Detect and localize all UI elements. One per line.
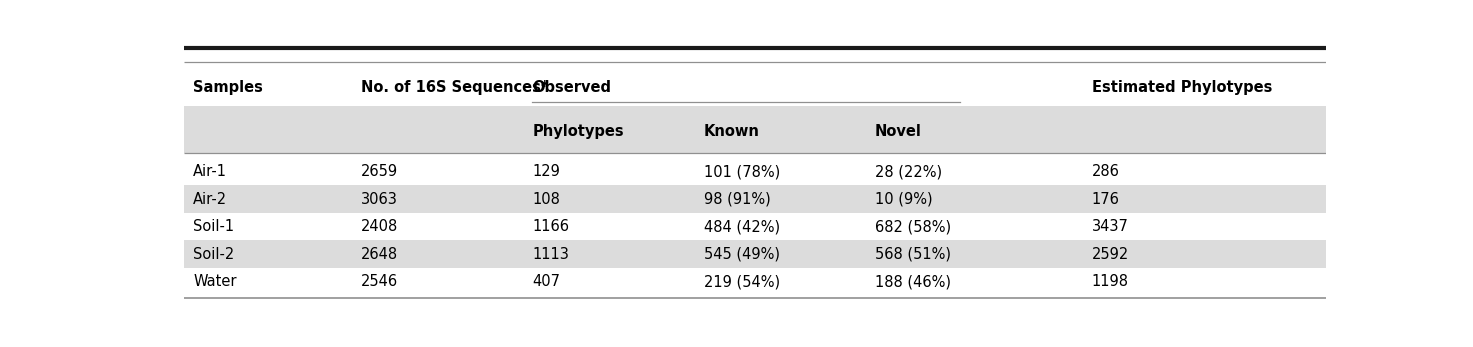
Text: Soil-1: Soil-1 [193, 219, 234, 234]
Text: 28 (22%): 28 (22%) [875, 164, 941, 179]
Text: 176: 176 [1091, 192, 1119, 207]
Bar [184, 185, 1326, 213]
Text: 108: 108 [532, 192, 560, 207]
Text: 101 (78%): 101 (78%) [704, 164, 779, 179]
Bar [184, 106, 1326, 153]
Text: 3063: 3063 [361, 192, 398, 207]
Text: Soil-2: Soil-2 [193, 247, 234, 262]
Text: 1198: 1198 [1091, 274, 1128, 289]
Text: 286: 286 [1091, 164, 1119, 179]
Text: No. of 16S Sequences*: No. of 16S Sequences* [361, 79, 549, 95]
Text: 219 (54%): 219 (54%) [704, 274, 779, 289]
Text: 98 (91%): 98 (91%) [704, 192, 770, 207]
Text: 484 (42%): 484 (42%) [704, 219, 779, 234]
Text: 407: 407 [532, 274, 560, 289]
Text: 568 (51%): 568 (51%) [875, 247, 950, 262]
Text: Estimated Phylotypes: Estimated Phylotypes [1091, 79, 1273, 95]
Text: 2659: 2659 [361, 164, 398, 179]
Text: 10 (9%): 10 (9%) [875, 192, 932, 207]
Text: Phylotypes: Phylotypes [532, 124, 625, 139]
Text: Samples: Samples [193, 79, 264, 95]
Text: 2546: 2546 [361, 274, 398, 289]
Text: 682 (58%): 682 (58%) [875, 219, 952, 234]
Text: 2592: 2592 [1091, 247, 1128, 262]
Text: 1166: 1166 [532, 219, 569, 234]
Text: 129: 129 [532, 164, 560, 179]
Text: 545 (49%): 545 (49%) [704, 247, 779, 262]
Text: Novel: Novel [875, 124, 922, 139]
Text: Air-1: Air-1 [193, 164, 227, 179]
Text: Observed: Observed [532, 79, 611, 95]
Bar [184, 240, 1326, 268]
Text: 2648: 2648 [361, 247, 398, 262]
Text: 188 (46%): 188 (46%) [875, 274, 950, 289]
Text: Water: Water [193, 274, 237, 289]
Text: 1113: 1113 [532, 247, 569, 262]
Text: 2408: 2408 [361, 219, 398, 234]
Text: Known: Known [704, 124, 760, 139]
Text: 3437: 3437 [1091, 219, 1128, 234]
Text: Air-2: Air-2 [193, 192, 227, 207]
